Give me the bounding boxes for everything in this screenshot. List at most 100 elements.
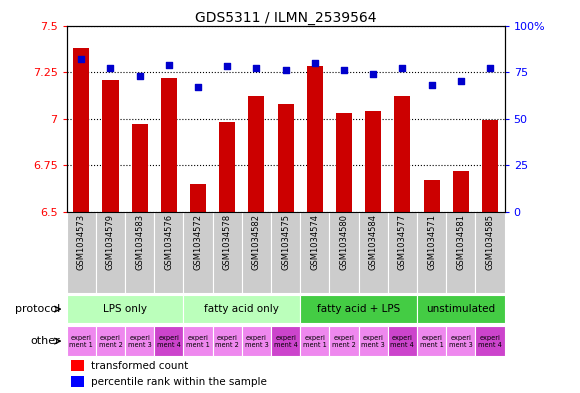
Bar xyxy=(125,326,154,356)
Text: GSM1034573: GSM1034573 xyxy=(77,214,86,270)
Text: experi
ment 2: experi ment 2 xyxy=(99,334,122,347)
Bar xyxy=(161,78,177,212)
Bar xyxy=(278,104,293,212)
Title: GDS5311 / ILMN_2539564: GDS5311 / ILMN_2539564 xyxy=(195,11,376,24)
Bar xyxy=(213,326,242,356)
Point xyxy=(106,65,115,72)
Bar xyxy=(73,48,89,212)
Text: GSM1034575: GSM1034575 xyxy=(281,214,290,270)
Text: experi
ment 1: experi ment 1 xyxy=(70,334,93,347)
Bar xyxy=(476,212,505,293)
Bar xyxy=(388,326,417,356)
Bar xyxy=(365,111,381,212)
Bar xyxy=(132,124,148,212)
Bar xyxy=(417,295,505,323)
Bar xyxy=(103,79,118,212)
Bar xyxy=(300,212,329,293)
Bar xyxy=(125,212,154,293)
Bar xyxy=(96,326,125,356)
Text: experi
ment 1: experi ment 1 xyxy=(303,334,327,347)
Text: experi
ment 2: experi ment 2 xyxy=(215,334,239,347)
Bar xyxy=(300,295,417,323)
Text: experi
ment 4: experi ment 4 xyxy=(274,334,298,347)
Text: experi
ment 1: experi ment 1 xyxy=(186,334,210,347)
Bar xyxy=(336,113,352,212)
Bar xyxy=(417,326,446,356)
Bar xyxy=(476,326,505,356)
Bar xyxy=(307,66,323,212)
Text: experi
ment 4: experi ment 4 xyxy=(390,334,414,347)
Text: other: other xyxy=(30,336,60,346)
Text: GSM1034580: GSM1034580 xyxy=(339,214,349,270)
Bar xyxy=(242,326,271,356)
Text: GSM1034571: GSM1034571 xyxy=(427,214,436,270)
Text: GSM1034582: GSM1034582 xyxy=(252,214,261,270)
Text: fatty acid only: fatty acid only xyxy=(204,304,280,314)
Text: experi
ment 3: experi ment 3 xyxy=(245,334,269,347)
Point xyxy=(281,67,291,73)
Point xyxy=(369,71,378,77)
Text: experi
ment 3: experi ment 3 xyxy=(128,334,151,347)
Bar xyxy=(453,171,469,212)
Bar xyxy=(394,96,411,212)
Bar xyxy=(67,326,96,356)
Text: percentile rank within the sample: percentile rank within the sample xyxy=(91,377,267,387)
Text: GSM1034577: GSM1034577 xyxy=(398,214,407,270)
Bar xyxy=(423,180,440,212)
Text: fatty acid + LPS: fatty acid + LPS xyxy=(317,304,400,314)
Text: experi
ment 4: experi ment 4 xyxy=(478,334,502,347)
Point xyxy=(223,63,232,70)
Bar xyxy=(482,121,498,212)
Point xyxy=(456,78,466,84)
Bar xyxy=(154,326,183,356)
Text: GSM1034581: GSM1034581 xyxy=(456,214,465,270)
Bar xyxy=(183,212,213,293)
Text: transformed count: transformed count xyxy=(91,361,188,371)
Bar xyxy=(183,326,213,356)
Text: protocol: protocol xyxy=(15,304,60,314)
Point xyxy=(310,60,320,66)
Point xyxy=(77,56,86,62)
Text: experi
ment 1: experi ment 1 xyxy=(420,334,444,347)
Text: GSM1034574: GSM1034574 xyxy=(310,214,320,270)
Bar xyxy=(271,326,300,356)
Text: GSM1034584: GSM1034584 xyxy=(369,214,378,270)
Bar xyxy=(271,212,300,293)
Point xyxy=(398,65,407,72)
Bar xyxy=(329,212,358,293)
Bar xyxy=(183,295,300,323)
Point xyxy=(252,65,261,72)
Bar xyxy=(388,212,417,293)
Bar xyxy=(358,326,388,356)
Text: experi
ment 3: experi ment 3 xyxy=(361,334,385,347)
Point xyxy=(193,84,203,90)
Bar xyxy=(248,96,264,212)
Point xyxy=(339,67,349,73)
Bar xyxy=(67,295,183,323)
Text: GSM1034578: GSM1034578 xyxy=(223,214,232,270)
Bar xyxy=(446,326,476,356)
Text: experi
ment 2: experi ment 2 xyxy=(332,334,356,347)
Bar xyxy=(190,184,206,212)
Bar xyxy=(242,212,271,293)
Bar xyxy=(417,212,446,293)
Bar xyxy=(213,212,242,293)
Bar xyxy=(219,122,235,212)
Bar xyxy=(154,212,183,293)
Bar xyxy=(96,212,125,293)
Text: GSM1034576: GSM1034576 xyxy=(164,214,173,270)
Bar xyxy=(329,326,358,356)
Text: GSM1034579: GSM1034579 xyxy=(106,214,115,270)
Text: experi
ment 3: experi ment 3 xyxy=(449,334,473,347)
Bar xyxy=(71,376,84,387)
Text: GSM1034585: GSM1034585 xyxy=(485,214,495,270)
Bar xyxy=(446,212,476,293)
Text: unstimulated: unstimulated xyxy=(426,304,495,314)
Point xyxy=(135,73,144,79)
Bar xyxy=(300,326,329,356)
Text: GSM1034583: GSM1034583 xyxy=(135,214,144,270)
Point xyxy=(164,61,173,68)
Bar xyxy=(67,212,96,293)
Text: GSM1034572: GSM1034572 xyxy=(194,214,202,270)
Text: LPS only: LPS only xyxy=(103,304,147,314)
